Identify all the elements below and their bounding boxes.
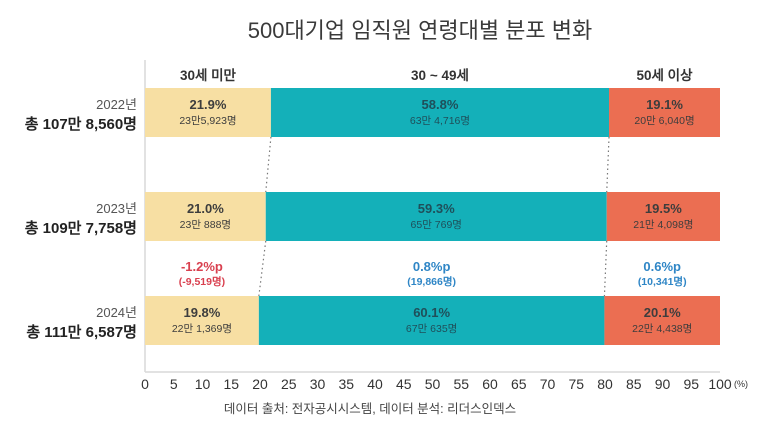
- x-tick-label: 100: [708, 376, 732, 392]
- bar-percent-label: 20.1%: [644, 305, 681, 320]
- chart-title: 500대기업 임직원 연령대별 분포 변화: [248, 18, 593, 43]
- source-note: 데이터 출처: 전자공시시스템, 데이터 분석: 리더스인덱스: [224, 402, 516, 416]
- row-year-label: 2023년: [96, 201, 137, 216]
- bar-count-label: 63만 4,716명: [410, 115, 470, 127]
- bar-count-label: 21만 4,098명: [633, 219, 693, 231]
- bar-segment: [258, 296, 605, 345]
- x-tick-label: 25: [281, 376, 297, 392]
- bar-percent-label: 19.8%: [183, 305, 220, 320]
- x-tick-label: 15: [223, 376, 239, 392]
- x-tick-label: 5: [170, 376, 178, 392]
- bar-count-label: 23만5,923명: [179, 115, 236, 127]
- connector-line: [258, 240, 267, 297]
- bar-count-label: 20만 6,040명: [634, 115, 694, 127]
- bar-segment: [265, 192, 607, 241]
- row-total-label: 총 111만 6,587명: [26, 323, 137, 341]
- x-tick-label: 10: [195, 376, 211, 392]
- bar-segment: [145, 192, 266, 241]
- category-headers: 30세 미만 30 ~ 49세 50세 이상: [180, 67, 693, 83]
- x-tick-label: 65: [511, 376, 527, 392]
- bars: 21.9% 23만5,923명 58.8% 63만 4,716명 19.1% 20만 6,…: [145, 88, 720, 345]
- bar-count-label: 22만 4,438명: [632, 323, 692, 335]
- x-tick-label: 40: [367, 376, 383, 392]
- bar-row-2022년: 21.9% 23만5,923명 58.8% 63만 4,716명 19.1% 20만 6,…: [145, 88, 720, 137]
- bar-percent-label: 19.1%: [646, 97, 683, 112]
- bar-count-label: 67만 635명: [406, 323, 457, 335]
- bar-count-label: 23만 888명: [180, 219, 231, 231]
- row-total-label: 총 109만 7,758명: [25, 219, 137, 237]
- x-tick-label: 80: [597, 376, 613, 392]
- change-count-label: (10,341명): [638, 275, 687, 288]
- connector-line: [606, 136, 610, 193]
- x-tick-label: 75: [568, 376, 584, 392]
- change-count-label: (-9,519명): [179, 275, 225, 288]
- bar-segment: [270, 88, 610, 137]
- bar-percent-label: 19.5%: [645, 201, 682, 216]
- bar-segment: [145, 296, 259, 345]
- category-header: 30 ~ 49세: [411, 68, 469, 83]
- category-header: 50세 이상: [636, 67, 693, 83]
- x-tick-label: 35: [338, 376, 354, 392]
- bar-percent-label: 59.3%: [418, 201, 455, 216]
- change-count-label: (19,866명): [407, 275, 456, 288]
- x-tick-label: 85: [626, 376, 642, 392]
- change-percent-label: 0.6%p: [643, 259, 681, 274]
- x-tick-label: 20: [252, 376, 268, 392]
- x-tick-label: 50: [425, 376, 441, 392]
- connector-lines: [258, 136, 610, 297]
- connector-line: [265, 136, 272, 193]
- row-year-label: 2024년: [96, 305, 137, 320]
- bar-percent-label: 58.8%: [422, 97, 459, 112]
- connector-line: [603, 240, 608, 297]
- x-tick-label: 95: [683, 376, 699, 392]
- bar-row-2023년: 21.0% 23만 888명 59.3% 65만 769명 19.5% 21만 4,098…: [145, 192, 720, 241]
- bar-count-label: 65만 769명: [411, 219, 462, 231]
- x-tick-labels: 0 5 10 15 20 25 30 35 40 45 50 55 60 65 70 75 80 85 90 95 10…: [141, 376, 748, 392]
- bar-segment: [145, 88, 271, 137]
- x-tick-label: 90: [655, 376, 671, 392]
- x-tick-label: 30: [310, 376, 326, 392]
- x-unit-label: (%): [734, 379, 748, 389]
- row-year-label: 2022년: [96, 97, 137, 112]
- change-percent-label: 0.8%p: [413, 259, 451, 274]
- x-tick-label: 70: [540, 376, 556, 392]
- bar-percent-label: 60.1%: [413, 305, 450, 320]
- bar-row-2024년: 19.8% 22만 1,369명 60.1% 67만 635명 20.1% 22만 4,4…: [145, 296, 720, 345]
- change-labels: -1.2%p(-9,519명) 0.8%p(19,866명) 0.6%p(10,34…: [179, 259, 687, 288]
- bar-percent-label: 21.0%: [187, 201, 224, 216]
- x-tick-label: 55: [453, 376, 469, 392]
- category-header: 30세 미만: [180, 68, 237, 83]
- x-tick-label: 45: [396, 376, 412, 392]
- change-percent-label: -1.2%p: [181, 259, 223, 274]
- row-total-label: 총 107만 8,560명: [25, 115, 137, 133]
- bar-segment: [604, 296, 720, 345]
- bar-segment: [606, 192, 720, 241]
- bar-segment: [609, 88, 720, 137]
- bar-percent-label: 21.9%: [190, 97, 227, 112]
- x-tick-label: 60: [482, 376, 498, 392]
- bar-count-label: 22만 1,369명: [172, 323, 232, 335]
- x-tick-label: 0: [141, 376, 149, 392]
